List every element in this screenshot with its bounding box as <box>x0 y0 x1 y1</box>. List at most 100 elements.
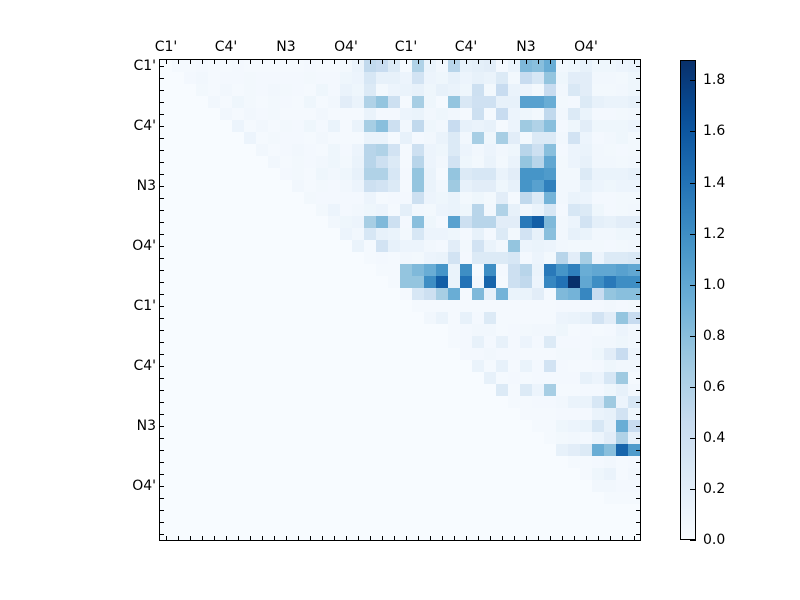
heatmap-cell <box>376 108 388 120</box>
heatmap-cell <box>580 132 592 144</box>
heatmap-cell <box>316 168 328 180</box>
heatmap-cell <box>604 408 616 420</box>
heatmap-cell <box>604 444 616 456</box>
heatmap-cell <box>520 240 532 252</box>
heatmap-cell <box>568 168 580 180</box>
colorbar-tick <box>690 183 696 184</box>
heatmap-cell <box>376 228 388 240</box>
heatmap-cell <box>532 408 544 420</box>
axis-tick <box>406 60 407 64</box>
heatmap-cell <box>316 108 328 120</box>
axis-tick <box>636 90 640 91</box>
heatmap-cell <box>436 84 448 96</box>
heatmap-cell <box>592 360 604 372</box>
heatmap-cell <box>592 180 604 192</box>
heatmap-cell <box>628 288 640 300</box>
axis-tick <box>166 536 167 540</box>
heatmap-cell <box>604 120 616 132</box>
heatmap-cell <box>520 204 532 216</box>
x-tick-label: C4' <box>454 39 478 55</box>
heatmap-cell <box>580 72 592 84</box>
heatmap-cell <box>568 348 580 360</box>
heatmap-cell <box>556 336 568 348</box>
heatmap-cell <box>460 180 472 192</box>
heatmap-cell <box>448 312 460 324</box>
heatmap-cell <box>280 144 292 156</box>
heatmap-cell <box>292 96 304 108</box>
heatmap-cell <box>604 216 616 228</box>
axis-tick <box>636 162 640 163</box>
heatmap-cell <box>628 120 640 132</box>
heatmap-cell <box>520 336 532 348</box>
heatmap-cell <box>592 204 604 216</box>
heatmap-cell <box>616 348 628 360</box>
heatmap-cell <box>496 264 508 276</box>
heatmap-cell <box>232 120 244 132</box>
heatmap-cell <box>520 276 532 288</box>
heatmap-cell <box>532 60 544 72</box>
axis-tick <box>160 282 164 283</box>
heatmap-cell <box>460 312 472 324</box>
heatmap-cell <box>256 72 268 84</box>
heatmap-cell <box>400 204 412 216</box>
axis-tick <box>160 390 164 391</box>
heatmap-cell <box>580 468 592 480</box>
heatmap-cell <box>532 120 544 132</box>
heatmap-cell <box>448 156 460 168</box>
axis-tick <box>538 536 539 540</box>
heatmap-cell <box>496 168 508 180</box>
axis-tick <box>286 536 287 540</box>
heatmap-cell <box>628 420 640 432</box>
heatmap-cell <box>400 84 412 96</box>
heatmap-cell <box>460 96 472 108</box>
heatmap-cell <box>568 156 580 168</box>
heatmap-cell <box>628 312 640 324</box>
axis-tick <box>636 438 640 439</box>
colorbar-tick <box>690 285 696 286</box>
heatmap-cell <box>424 120 436 132</box>
heatmap-cell <box>484 228 496 240</box>
heatmap-cell <box>508 348 520 360</box>
heatmap-cell <box>304 96 316 108</box>
heatmap-cell <box>496 360 508 372</box>
heatmap-cell <box>304 156 316 168</box>
heatmap-cell <box>412 252 424 264</box>
heatmap-cell <box>304 168 316 180</box>
heatmap-cell <box>400 132 412 144</box>
heatmap-cell <box>424 144 436 156</box>
heatmap-cell <box>532 168 544 180</box>
heatmap-cell <box>388 180 400 192</box>
heatmap-cell <box>544 264 556 276</box>
heatmap-cell <box>556 216 568 228</box>
axis-tick <box>418 536 419 540</box>
heatmap-cell <box>232 60 244 72</box>
heatmap-cell <box>580 408 592 420</box>
heatmap-cell <box>520 348 532 360</box>
heatmap-cell <box>484 360 496 372</box>
axis-tick <box>160 258 164 259</box>
heatmap-cell <box>448 96 460 108</box>
axis-tick <box>636 390 640 391</box>
y-tick-label: C4' <box>133 358 156 374</box>
heatmap-cell <box>484 72 496 84</box>
heatmap-cell <box>376 72 388 84</box>
heatmap-cell <box>604 420 616 432</box>
heatmap-cell <box>532 204 544 216</box>
axis-tick <box>358 536 359 540</box>
heatmap-cell <box>616 432 628 444</box>
heatmap-cell <box>544 216 556 228</box>
heatmap-cell <box>628 96 640 108</box>
heatmap-cell <box>400 228 412 240</box>
heatmap-cell <box>544 204 556 216</box>
heatmap-cell <box>232 72 244 84</box>
heatmap-cell <box>544 240 556 252</box>
heatmap-cell <box>436 72 448 84</box>
axis-tick <box>562 536 563 540</box>
heatmap-cell <box>460 60 472 72</box>
axis-tick <box>586 60 587 64</box>
axis-tick <box>550 536 551 540</box>
axis-tick <box>160 450 164 451</box>
heatmap-cell <box>508 168 520 180</box>
heatmap-cell <box>628 108 640 120</box>
heatmap-cell <box>436 312 448 324</box>
